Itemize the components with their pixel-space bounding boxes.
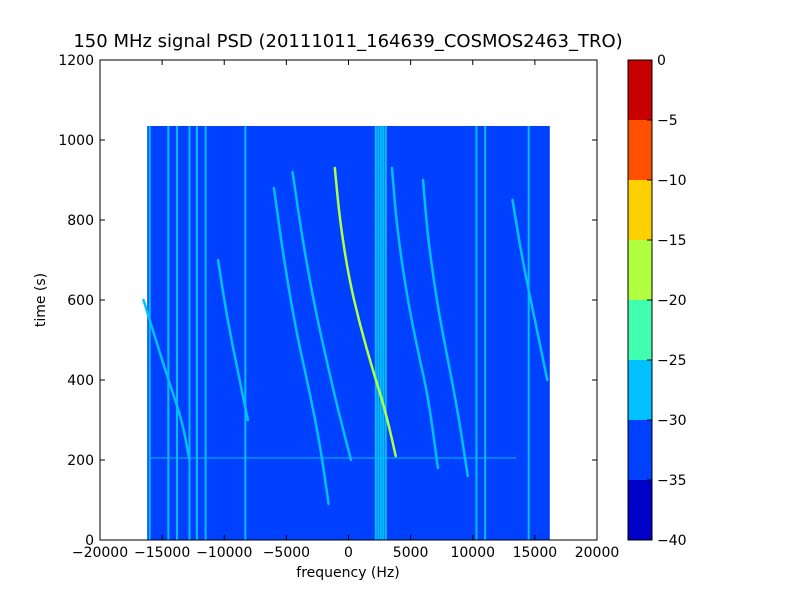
y-tick-label: 1200 (58, 53, 94, 69)
x-tick-label: −5000 (263, 545, 310, 561)
x-axis: −20000 −15000 −10000 −5000 0 5000 10000 15000 20… (72, 60, 619, 561)
colorbar-segment (628, 420, 652, 480)
x-tick-label: −10000 (196, 545, 252, 561)
y-tick-label: 1000 (58, 133, 94, 149)
x-tick-label: 0 (344, 545, 353, 561)
colorbar-segment (628, 300, 652, 360)
colorbar-segment (628, 60, 652, 120)
x-tick-label: 20000 (575, 545, 620, 561)
colorbar-segment (628, 240, 652, 300)
doppler-track (511, 198, 549, 382)
colorbar-segment (628, 180, 652, 240)
colorbar-tick-label: −35 (657, 473, 687, 489)
doppler-track (390, 166, 440, 470)
y-tick-label: 800 (67, 213, 94, 229)
colorbar: −40 −35 −30 −25 −20 −15 −10 −5 0 (627, 53, 687, 549)
y-tick-label: 200 (67, 453, 94, 469)
doppler-track (333, 166, 397, 458)
doppler-track (272, 186, 330, 506)
colorbar-tick-label: −40 (657, 533, 687, 549)
y-tick-label: 600 (67, 293, 94, 309)
doppler-track (421, 178, 470, 478)
colorbar-tick-label: −30 (657, 413, 687, 429)
doppler-track (291, 170, 353, 462)
x-axis-label: frequency (Hz) (296, 565, 399, 581)
plot-area (142, 126, 550, 540)
colorbar-tick-label: −20 (657, 293, 687, 309)
y-tick-label: 0 (85, 533, 94, 549)
doppler-track (142, 298, 191, 462)
x-tick-label: 5000 (393, 545, 429, 561)
colorbar-tick-label: 0 (657, 53, 666, 69)
y-axis: 0 200 400 600 800 1000 1200 (58, 53, 597, 549)
x-tick-label: −15000 (134, 545, 190, 561)
colorbar-tick-label: −10 (657, 173, 687, 189)
spectrogram-background (147, 126, 550, 540)
doppler-track (216, 258, 250, 422)
colorbar-segment (628, 360, 652, 420)
y-tick-label: 400 (67, 373, 94, 389)
colorbar-tick-label: −5 (657, 113, 678, 129)
x-tick-label: 15000 (513, 545, 558, 561)
colorbar-tick-label: −15 (657, 233, 687, 249)
chart-title: 150 MHz signal PSD (20111011_164639_COSM… (73, 31, 622, 52)
x-tick-label: −20000 (72, 545, 128, 561)
colorbar-segment (628, 120, 652, 180)
colorbar-tick-label: −25 (657, 353, 687, 369)
x-tick-label: 10000 (450, 545, 495, 561)
y-axis-label: time (s) (33, 273, 49, 327)
colorbar-segment (628, 480, 652, 540)
